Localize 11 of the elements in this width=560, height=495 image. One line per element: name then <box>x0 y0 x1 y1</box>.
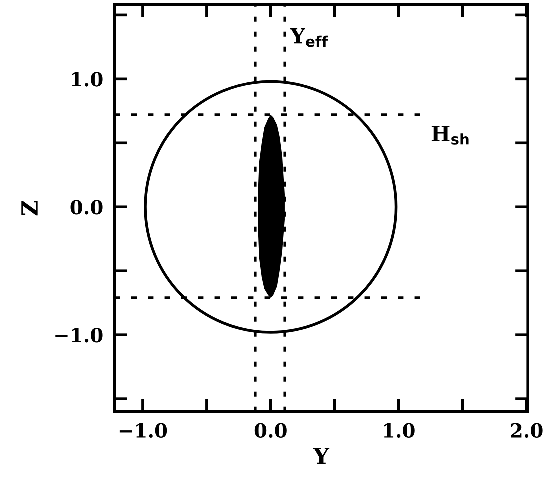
annotation: H$_{sh}$ <box>432 126 469 145</box>
y-tick-label: −1.0 <box>56 328 103 343</box>
y-tick-label: 0.0 <box>70 200 103 215</box>
y-tick-label: 1.0 <box>72 72 103 87</box>
x-tick-label: 0.0 <box>254 423 287 438</box>
x-axis-title: Y <box>313 448 330 464</box>
x-tick-label: 2.0 <box>511 423 543 438</box>
x-tick-label: −1.0 <box>120 423 168 438</box>
y-axis-title: Z <box>22 201 38 216</box>
x-tick-label: 1.0 <box>384 423 415 438</box>
annotation: Y$_{eff}$ <box>290 28 328 48</box>
